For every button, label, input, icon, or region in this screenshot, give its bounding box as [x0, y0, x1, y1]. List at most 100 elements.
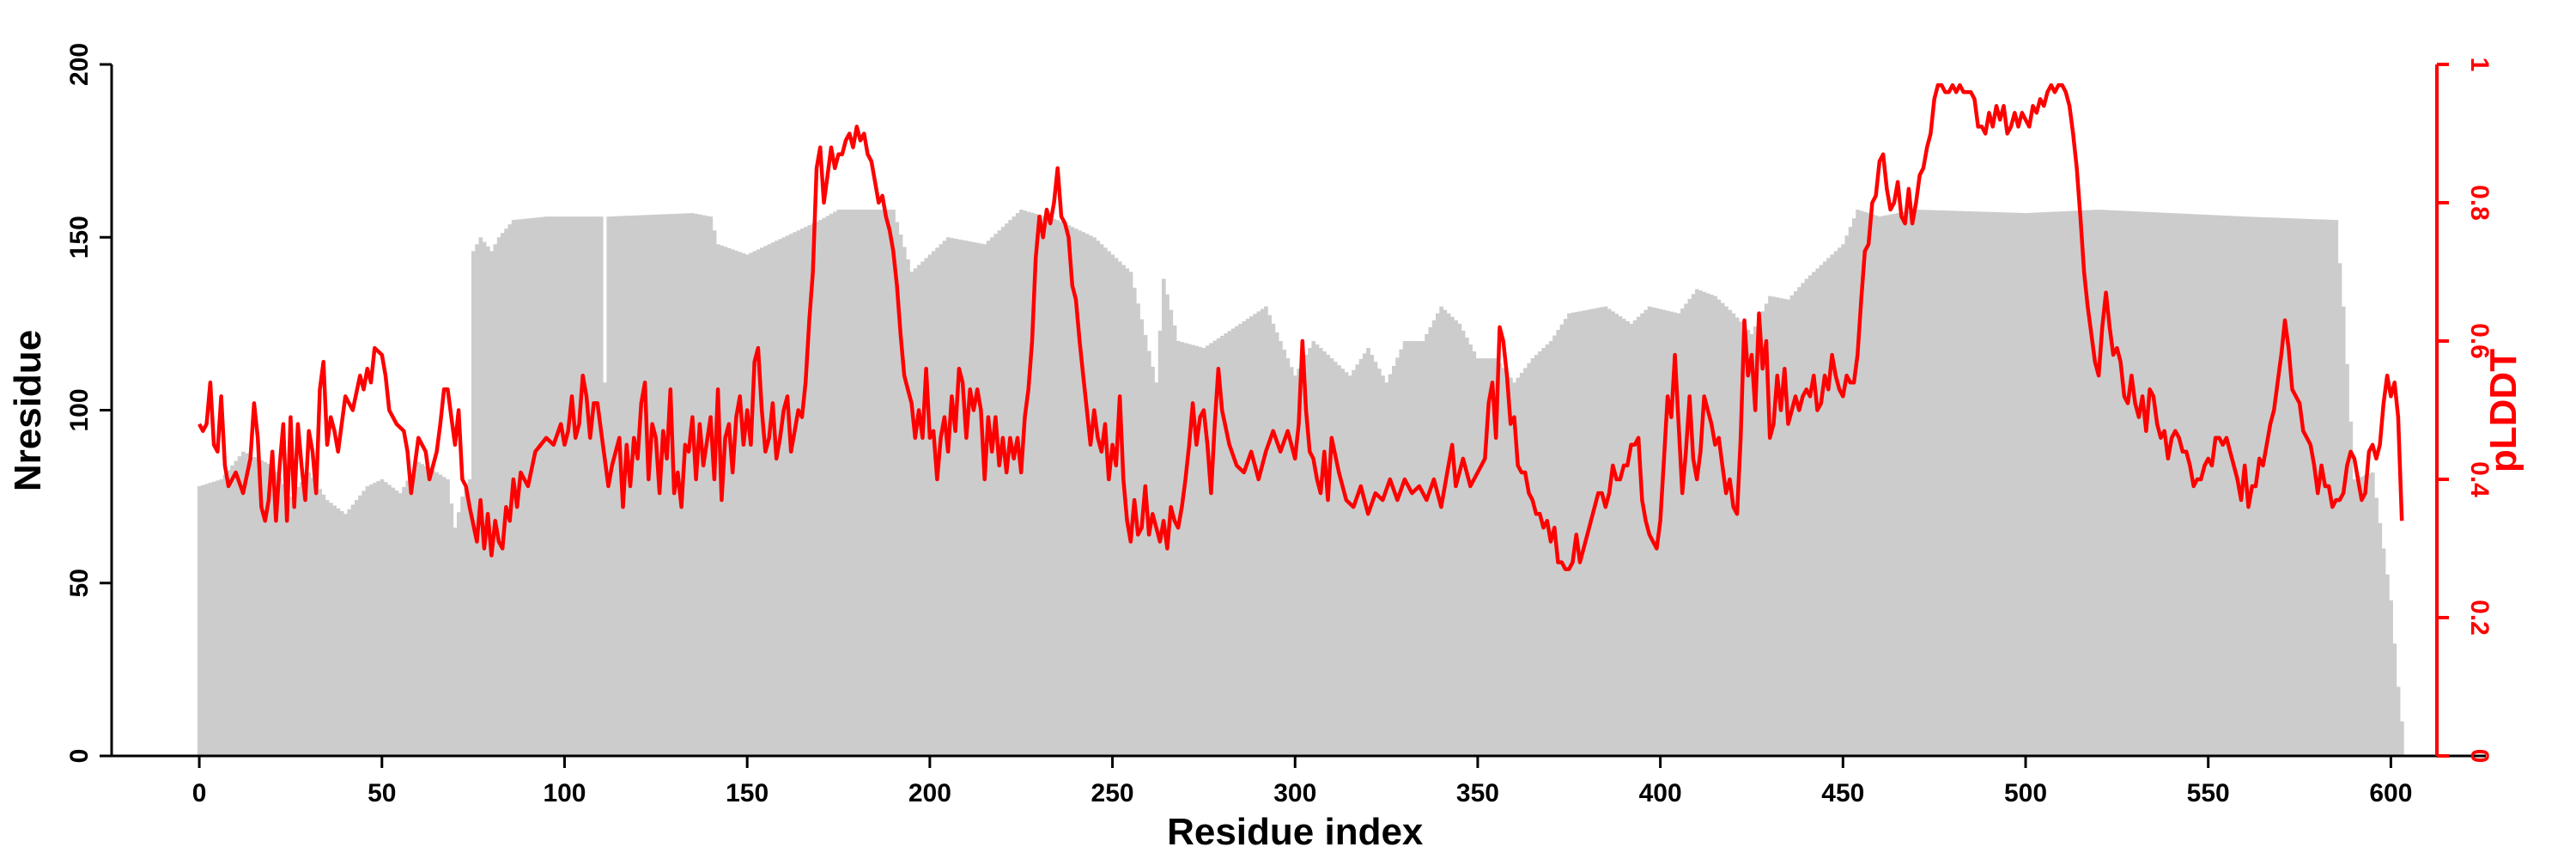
- bar: [380, 479, 385, 756]
- x-tick-label: 300: [1273, 779, 1316, 807]
- bar: [1172, 325, 1177, 756]
- bar: [1439, 306, 1443, 756]
- bar: [2045, 211, 2050, 756]
- bar: [1775, 297, 1780, 756]
- bar: [1804, 278, 1809, 756]
- bar: [2272, 217, 2276, 756]
- bar: [843, 210, 848, 757]
- bar: [1523, 368, 1528, 756]
- x-tick-label: 50: [368, 779, 396, 807]
- bar: [1366, 348, 1370, 756]
- bar: [595, 216, 600, 757]
- bar: [1154, 382, 1159, 756]
- bar: [405, 480, 410, 756]
- bar: [2337, 263, 2342, 756]
- bar: [551, 216, 556, 757]
- bar: [1253, 314, 1257, 756]
- bar: [997, 230, 1002, 756]
- bar: [1563, 319, 1568, 756]
- bar: [884, 210, 889, 757]
- bar: [916, 265, 921, 756]
- bar: [1512, 382, 1517, 756]
- bar: [1395, 357, 1400, 756]
- bar: [840, 210, 845, 757]
- bar: [2075, 210, 2080, 756]
- bar: [420, 464, 425, 756]
- bar: [222, 474, 228, 756]
- bar: [1519, 373, 1524, 756]
- bar: [946, 237, 951, 756]
- bar: [204, 484, 210, 756]
- bar: [1362, 353, 1367, 756]
- bar: [226, 470, 231, 756]
- bar: [2360, 476, 2364, 756]
- bar: [1454, 320, 1458, 756]
- bar: [1282, 350, 1287, 756]
- bar: [449, 503, 454, 756]
- bar: [2202, 214, 2207, 757]
- bar: [1212, 340, 1218, 756]
- bar: [1194, 345, 1199, 756]
- bar: [793, 232, 797, 756]
- bar: [1914, 210, 1918, 757]
- bar: [1088, 235, 1093, 756]
- bar: [705, 216, 709, 757]
- bar: [2366, 473, 2372, 756]
- bar: [1230, 328, 1236, 756]
- bar: [507, 224, 513, 756]
- bar: [982, 244, 987, 756]
- bar: [1797, 287, 1801, 757]
- bar: [1333, 362, 1338, 756]
- bar: [2268, 217, 2273, 757]
- bar: [1851, 218, 1856, 757]
- bar: [1227, 331, 1232, 756]
- bar: [1556, 330, 1561, 756]
- bar: [540, 216, 545, 756]
- bar: [1128, 271, 1133, 756]
- bar: [920, 261, 925, 756]
- bar: [2199, 214, 2203, 756]
- bar: [1425, 333, 1429, 756]
- bar: [248, 454, 253, 756]
- bar: [822, 217, 827, 756]
- bar: [584, 216, 589, 757]
- bar: [1929, 210, 1933, 756]
- bar: [1139, 319, 1145, 756]
- bar: [1640, 313, 1644, 756]
- bar: [274, 472, 278, 756]
- bar: [632, 215, 636, 756]
- bar: [1911, 210, 1915, 757]
- plddt-line-layer: [197, 82, 2404, 571]
- bar: [880, 210, 885, 757]
- bar: [1048, 217, 1053, 756]
- bar: [887, 210, 892, 757]
- bar: [1037, 215, 1042, 756]
- bar: [1224, 333, 1228, 756]
- bar: [2389, 600, 2393, 756]
- bar: [968, 241, 973, 757]
- bar: [1994, 212, 1999, 757]
- x-axis-title: Residue index: [1167, 811, 1424, 853]
- bar: [464, 488, 469, 756]
- bar: [1417, 341, 1422, 756]
- bar: [2118, 210, 2123, 756]
- bar: [2071, 210, 2075, 757]
- bar: [1352, 369, 1356, 756]
- bar: [343, 514, 348, 756]
- bar: [1783, 298, 1787, 756]
- bar: [2334, 220, 2339, 756]
- bar: [642, 215, 647, 757]
- bar: [555, 216, 560, 757]
- bar: [2312, 219, 2317, 756]
- bar: [1720, 302, 1725, 757]
- bar: [314, 483, 319, 756]
- bar: [1059, 222, 1064, 756]
- bar: [1271, 323, 1276, 756]
- bar: [347, 509, 352, 756]
- bar: [1329, 358, 1334, 756]
- bar: [1614, 314, 1619, 756]
- bar: [906, 259, 910, 756]
- bar: [872, 210, 878, 757]
- bar: [2177, 213, 2182, 757]
- bar: [760, 247, 764, 756]
